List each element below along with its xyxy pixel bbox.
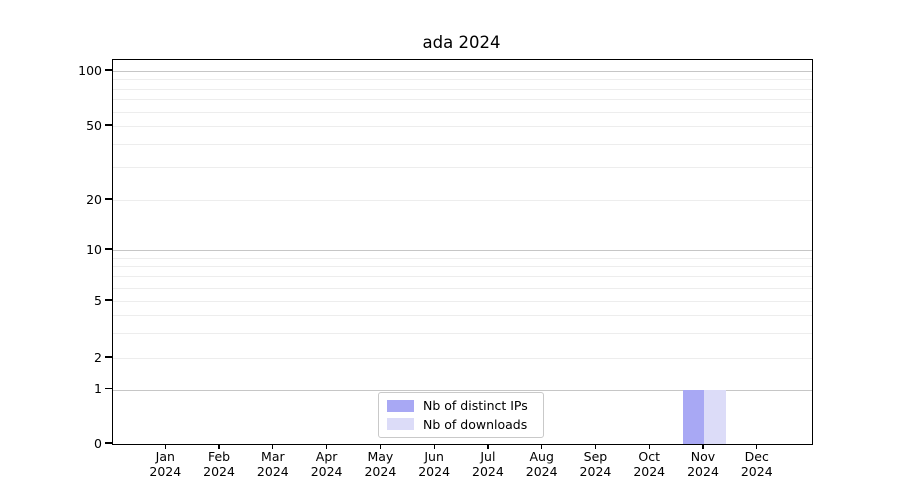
x-tick-mark (164, 444, 166, 449)
x-tick-label: Nov 2024 (675, 449, 731, 479)
gridline-minor (113, 358, 812, 359)
gridline-minor (113, 99, 812, 101)
gridline-major (113, 71, 812, 72)
gridline-minor (113, 276, 812, 278)
x-tick-mark (487, 444, 489, 449)
x-tick-label-year: 2024 (364, 464, 397, 479)
x-tick-mark (379, 444, 381, 449)
y-tick-mark (105, 442, 112, 444)
y-tick-mark (105, 356, 112, 358)
x-tick-label: Aug 2024 (514, 449, 570, 479)
x-tick-mark (218, 444, 220, 449)
y-tick-mark (105, 387, 112, 390)
x-tick-label: Jan 2024 (137, 449, 193, 479)
x-tick-mark (272, 444, 274, 449)
x-tick-label-year: 2024 (740, 464, 773, 479)
gridline-major (113, 250, 812, 251)
x-tick-label-year: 2024 (149, 464, 182, 479)
x-tick-label: Jun 2024 (406, 449, 462, 479)
x-tick-label-month: Nov (690, 449, 716, 464)
x-tick-mark (756, 444, 758, 449)
x-tick-label: Sep 2024 (567, 449, 623, 479)
gridline-minor (113, 332, 812, 334)
chart-title: ada 2024 (422, 33, 501, 52)
x-tick-label: Mar 2024 (245, 449, 301, 479)
y-tick-label: 1 (94, 381, 102, 396)
x-tick-label-year: 2024 (525, 464, 558, 479)
gridline-minor (113, 257, 812, 259)
legend-label-distinct-ips: Nb of distinct IPs (423, 398, 528, 414)
x-tick-label-month: May (367, 449, 394, 464)
x-tick-mark (648, 444, 650, 449)
x-tick-label-month: Jul (480, 449, 496, 464)
x-tick-mark (541, 444, 543, 449)
x-tick-mark (326, 444, 328, 449)
bar-downloads-nov (704, 389, 726, 444)
x-tick-label: Jul 2024 (460, 449, 516, 479)
y-tick-mark (105, 69, 112, 71)
y-tick-mark (105, 124, 112, 126)
x-tick-label-month: Dec (744, 449, 769, 464)
x-tick-label-month: Sep (583, 449, 608, 464)
x-tick-label-month: Mar (261, 449, 285, 464)
x-tick-label-year: 2024 (256, 464, 289, 479)
x-tick-mark (433, 444, 435, 449)
y-tick-label: 2 (94, 349, 102, 365)
legend-item-distinct-ips: Nb of distinct IPs (387, 398, 535, 413)
x-tick-label-month: Feb (207, 449, 231, 464)
x-tick-label-year: 2024 (633, 464, 666, 479)
legend: Nb of distinct IPs Nb of downloads (378, 392, 544, 438)
x-tick-label-year: 2024 (472, 464, 504, 479)
x-tick-label: May 2024 (352, 449, 408, 479)
gridline-minor (113, 144, 812, 146)
x-tick-label: Oct 2024 (621, 449, 677, 479)
x-tick-mark (702, 444, 704, 449)
gridline-minor (113, 301, 812, 302)
x-tick-label-year: 2024 (579, 464, 612, 479)
x-tick-label: Apr 2024 (299, 449, 355, 479)
gridline-minor (113, 126, 812, 127)
x-tick-label-year: 2024 (203, 464, 235, 479)
y-tick-label: 0 (94, 435, 102, 451)
y-tick-label: 100 (78, 62, 102, 78)
y-tick-mark (105, 299, 112, 301)
plot-area (112, 59, 813, 445)
x-tick-label-month: Oct (638, 449, 661, 464)
x-tick-label-month: Aug (529, 449, 554, 464)
x-tick-label-month: Jan (155, 449, 175, 464)
bar-distinct-ips-nov (682, 389, 704, 444)
gridline-minor (113, 266, 812, 268)
legend-item-downloads: Nb of downloads (387, 417, 535, 432)
gridline-minor (113, 314, 812, 316)
x-tick-label-month: Apr (315, 449, 338, 464)
y-tick-label: 20 (86, 191, 102, 207)
x-tick-label-year: 2024 (310, 464, 343, 479)
legend-swatch-distinct-ips (387, 399, 414, 412)
gridline-minor (113, 287, 812, 289)
y-tick-mark (105, 248, 112, 250)
y-tick-label: 10 (86, 241, 102, 257)
y-tick-label: 5 (94, 292, 102, 308)
x-tick-label: Feb 2024 (191, 449, 247, 479)
x-tick-label: Dec 2024 (729, 449, 785, 479)
y-tick-label: 50 (86, 117, 102, 133)
x-tick-label-month: Jun (424, 449, 444, 464)
legend-swatch-downloads (387, 418, 414, 431)
x-tick-label-year: 2024 (418, 464, 451, 479)
gridline-minor (113, 111, 812, 113)
gridline-major (113, 389, 812, 391)
gridline-minor (113, 200, 812, 201)
x-tick-mark (594, 444, 597, 449)
gridline-minor (113, 167, 812, 169)
gridline-minor (113, 79, 812, 81)
gridline-minor (113, 88, 812, 90)
legend-label-downloads: Nb of downloads (423, 416, 528, 432)
x-tick-label-year: 2024 (687, 464, 719, 479)
y-tick-mark (105, 198, 112, 200)
